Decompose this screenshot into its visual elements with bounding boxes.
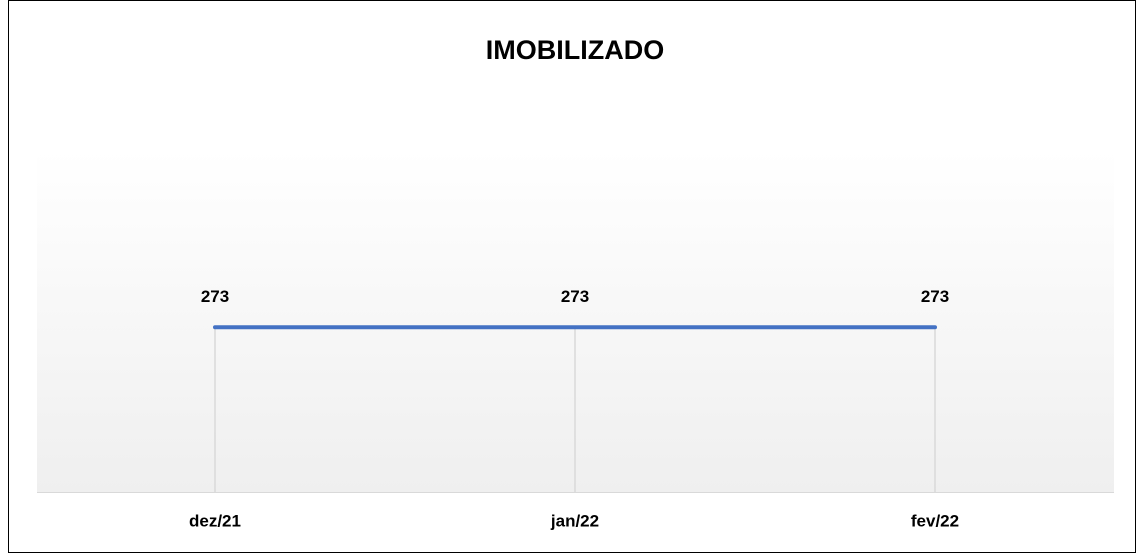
data-label: 273 — [561, 287, 589, 306]
data-label: 273 — [921, 287, 949, 306]
x-tick-label: dez/21 — [189, 511, 241, 530]
chart-title: IMOBILIZADO — [486, 35, 664, 65]
data-label: 273 — [201, 287, 229, 306]
x-tick-label: fev/22 — [911, 511, 959, 530]
x-tick-label: jan/22 — [550, 511, 599, 530]
